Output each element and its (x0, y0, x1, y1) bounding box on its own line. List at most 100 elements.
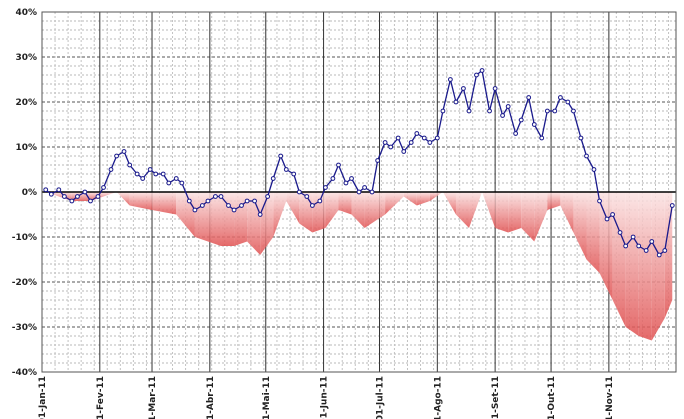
data-point (48, 191, 54, 197)
data-point (147, 167, 153, 172)
drawdown-segment (429, 192, 443, 201)
data-point (121, 149, 127, 154)
line-segment (253, 200, 261, 215)
drawdown-segment (560, 192, 574, 233)
data-point (343, 180, 349, 186)
data-point (134, 171, 140, 177)
drawdown-segment (152, 192, 177, 215)
data-point (199, 203, 205, 208)
data-point (636, 243, 642, 249)
data-point (336, 162, 341, 168)
line-segment (272, 155, 282, 179)
drawdown-segment (221, 192, 235, 246)
line-segment (488, 88, 496, 112)
line-segment (528, 97, 535, 125)
line-segment (436, 110, 444, 139)
line-segment (664, 205, 673, 251)
data-point (231, 207, 237, 213)
line-segment (585, 155, 595, 170)
drawdown-segment (625, 192, 639, 336)
data-point (388, 144, 394, 150)
drawdown-segment (416, 192, 430, 206)
line-segment (181, 182, 190, 202)
drawdown-segment (312, 192, 326, 233)
data-point (578, 135, 584, 141)
data-point (461, 86, 466, 91)
drawdown-segment (351, 192, 365, 228)
line-segment (332, 164, 340, 179)
drawdown-segment (45, 192, 72, 201)
data-point (414, 131, 420, 136)
data-point (375, 158, 381, 163)
drawdown-segment (482, 192, 496, 228)
line-segment (554, 97, 561, 112)
drawdown-segment (534, 192, 548, 242)
line-segment (102, 169, 112, 188)
data-point (114, 153, 119, 159)
data-point (356, 189, 362, 195)
data-point (213, 194, 218, 199)
y-tick-label: 30% (15, 53, 37, 63)
data-point (565, 99, 571, 105)
data-point (453, 99, 459, 105)
drawdown-segment (521, 192, 535, 242)
data-point (584, 153, 589, 159)
data-point (61, 194, 67, 199)
data-point (401, 149, 407, 154)
data-point (317, 198, 323, 204)
data-point (617, 230, 623, 235)
data-point (166, 180, 172, 186)
return-markers (43, 68, 675, 258)
data-point (43, 187, 49, 193)
drawdown-area (45, 192, 673, 341)
data-point (239, 203, 244, 208)
data-point (408, 140, 414, 145)
data-point (218, 194, 224, 199)
y-tick-label: -40% (12, 368, 37, 378)
line-segment (377, 142, 386, 161)
line-segment (371, 160, 379, 193)
data-point (440, 108, 446, 114)
y-tick-label: -10% (12, 233, 37, 243)
x-tick-label: 01-Abr-11 (206, 376, 216, 419)
x-axis-ticks: 01-Jan-11 01-Fev-11 01-Mar-11 01-Abr-11 01-M… (38, 376, 615, 419)
drawdown-segment (612, 192, 626, 327)
data-point (140, 176, 146, 181)
line-segment (541, 110, 548, 139)
drawdown-segment (469, 192, 483, 228)
x-tick-label: 01-Mai-11 (262, 376, 272, 419)
drawdown-segment (286, 192, 300, 224)
drawdown-segment (638, 192, 652, 341)
data-point (349, 176, 354, 181)
data-point (179, 180, 185, 186)
plot-border (41, 11, 677, 373)
data-point (610, 212, 615, 217)
data-point (604, 216, 610, 222)
data-point (571, 108, 576, 114)
drawdown-segment (586, 192, 600, 273)
line-segment (123, 151, 131, 166)
line-segment (293, 173, 300, 193)
x-tick-label: 01-Fev-11 (96, 376, 106, 419)
data-point (474, 72, 479, 78)
data-point (591, 167, 597, 172)
data-point (88, 198, 93, 204)
data-point (244, 198, 250, 204)
data-point (362, 185, 367, 190)
drawdown-segment (455, 192, 470, 228)
data-point (160, 171, 166, 177)
data-point (539, 135, 545, 141)
data-point (75, 194, 80, 199)
line-segment (598, 200, 608, 220)
line-segment (468, 74, 478, 112)
line-segment (449, 79, 457, 103)
data-point (56, 187, 62, 193)
line-segment (580, 137, 588, 157)
y-tick-label: 40% (15, 8, 37, 18)
line-segment (533, 124, 543, 139)
drawdown-segment (364, 192, 386, 228)
data-point (500, 113, 505, 118)
data-point (434, 135, 440, 141)
data-point (127, 162, 133, 168)
